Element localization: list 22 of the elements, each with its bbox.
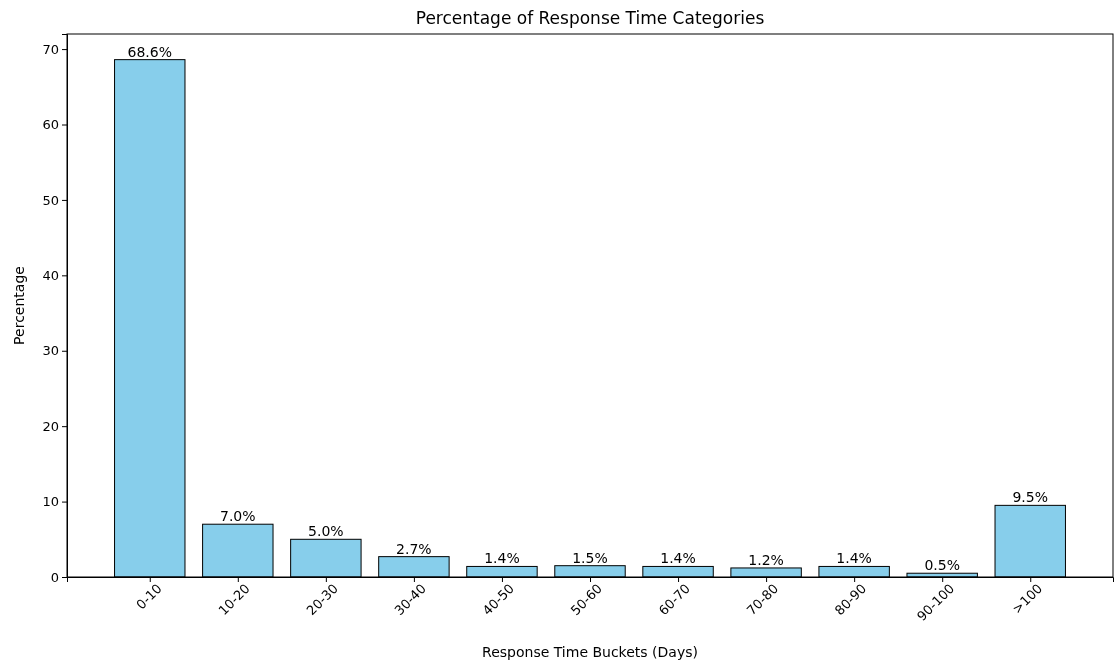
data-label: 9.5% xyxy=(1012,489,1049,506)
chart-title: Percentage of Response Time Categories xyxy=(415,8,765,28)
data-label: 1.4% xyxy=(660,550,696,567)
data-label: 1.4% xyxy=(836,550,872,567)
y-tick-label: 30 xyxy=(42,343,59,359)
data-label: 1.5% xyxy=(572,549,608,566)
data-label: 5.0% xyxy=(308,523,344,540)
data-label: 7.0% xyxy=(220,508,256,525)
y-tick-label: 60 xyxy=(42,117,59,133)
data-label: 2.7% xyxy=(396,540,432,557)
y-tick-label: 50 xyxy=(42,192,59,208)
y-tick-label: 20 xyxy=(42,418,59,434)
x-axis-title: Response Time Buckets (Days) xyxy=(482,644,698,660)
data-label: 0.5% xyxy=(924,557,960,574)
data-label: 1.2% xyxy=(748,551,784,568)
data-label: 68.6% xyxy=(127,43,173,60)
data-label: 1.4% xyxy=(484,550,520,567)
y-axis-title: Percentage xyxy=(11,266,27,345)
y-tick-label: 10 xyxy=(42,494,59,510)
y-tick-label: 40 xyxy=(42,267,59,283)
y-tick-label: 70 xyxy=(42,41,59,57)
y-tick-label: 0 xyxy=(50,569,59,585)
